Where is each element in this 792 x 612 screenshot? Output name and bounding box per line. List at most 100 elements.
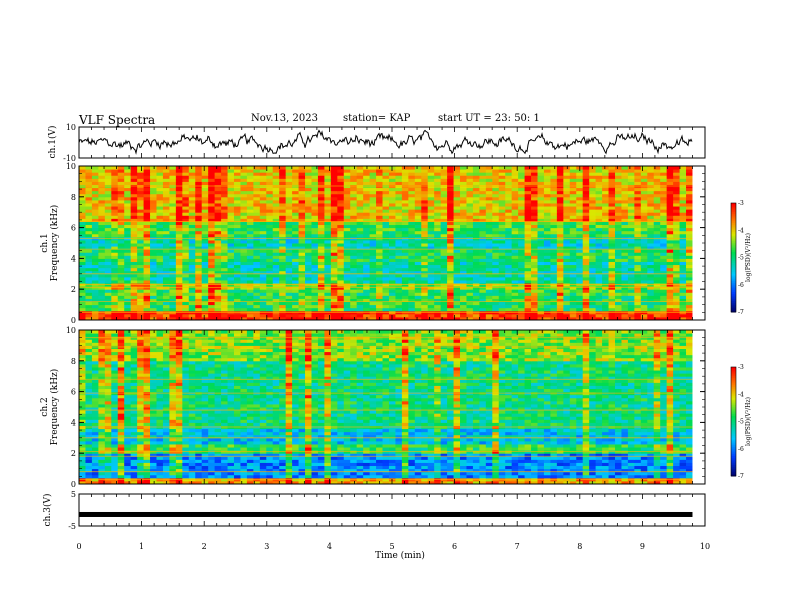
- spectrogram-cell: [279, 172, 287, 176]
- spectrogram-cell: [627, 212, 635, 216]
- spectrogram-cell: [169, 166, 177, 170]
- spectrogram-cell: [395, 264, 403, 269]
- spectrogram-cell: [408, 264, 416, 269]
- spectrogram-cell: [537, 304, 545, 309]
- spectrogram-cell: [130, 193, 138, 198]
- spectrogram-cell: [388, 267, 396, 272]
- spectrogram-cell: [382, 252, 390, 256]
- spectrogram-cell: [595, 224, 603, 229]
- spectrogram-cell: [143, 316, 151, 321]
- spectrogram-cell: [305, 270, 312, 275]
- spectrogram-cell: [175, 218, 183, 222]
- spectrogram-cell: [137, 246, 145, 250]
- spectrogram-cell: [627, 206, 635, 210]
- spectrogram-cell: [175, 202, 183, 207]
- spectrogram-cell: [130, 301, 138, 306]
- spectrogram-cell: [408, 178, 416, 182]
- spectrogram-cell: [608, 239, 616, 244]
- spectrogram-cell: [531, 292, 538, 296]
- spectrogram-cell: [195, 243, 203, 247]
- spectrogram-cell: [285, 264, 293, 269]
- spectrogram-cell: [388, 270, 396, 275]
- spectrogram-cell: [382, 221, 390, 226]
- spectrogram-cell: [156, 270, 164, 275]
- spectrogram-cell: [188, 239, 196, 244]
- spectrogram-cell: [150, 273, 157, 278]
- spectrogram-cell: [305, 221, 312, 226]
- spectrogram-cell: [401, 233, 409, 238]
- spectrogram-cell: [634, 178, 642, 182]
- spectrogram-cell: [143, 190, 151, 195]
- spectrogram-cell: [337, 279, 345, 284]
- spectrogram-cell: [221, 261, 229, 266]
- spectrogram-cell: [246, 224, 254, 229]
- spectrogram-cell: [666, 209, 674, 213]
- spectrogram-cell: [524, 172, 532, 176]
- spectrogram-cell: [156, 267, 164, 272]
- spectrogram-cell: [408, 187, 416, 192]
- spectrogram-cell: [388, 316, 396, 321]
- spectrogram-cell: [576, 267, 584, 272]
- spectrogram-cell: [130, 480, 138, 485]
- spectrogram-cell: [460, 249, 467, 253]
- spectrogram-cell: [137, 295, 145, 299]
- spectrogram-cell: [137, 178, 145, 182]
- spectrogram-cell: [143, 273, 151, 278]
- spectrogram-cell: [130, 202, 138, 207]
- spectrogram-cell: [614, 316, 622, 321]
- spectrogram-cell: [221, 181, 229, 185]
- spectrogram-cell: [195, 289, 203, 293]
- spectrogram-cell: [214, 221, 222, 226]
- spectrogram-cell: [563, 273, 571, 278]
- spectrogram-cell: [85, 267, 93, 272]
- spectrogram-cell: [188, 264, 196, 269]
- spectrogram-cell: [195, 230, 203, 235]
- spectrogram-cell: [91, 307, 99, 312]
- spectrogram-cell: [582, 230, 590, 235]
- spectrogram-cell: [460, 190, 467, 195]
- spectrogram-cell: [91, 252, 99, 256]
- spectrogram-cell: [621, 313, 629, 318]
- spectrogram-cell: [214, 209, 222, 213]
- spectrogram-cell: [440, 230, 448, 235]
- spectrogram-cell: [485, 181, 493, 185]
- spectrogram-cell: [414, 279, 422, 284]
- spectrogram-cell: [447, 218, 455, 222]
- spectrogram-cell: [666, 480, 674, 485]
- spectrogram-cell: [137, 230, 145, 235]
- spectrogram-cell: [117, 233, 125, 238]
- spectrogram-cell: [531, 252, 538, 256]
- spectrogram-cell: [614, 178, 622, 182]
- spectrogram-cell: [492, 264, 500, 269]
- spectrogram-cell: [343, 298, 351, 303]
- spectrogram-cell: [556, 212, 564, 216]
- spectrogram-cell: [156, 172, 164, 176]
- spectrogram-cell: [595, 218, 603, 222]
- spectrogram-cell: [640, 313, 648, 318]
- spectrogram-cell: [569, 267, 577, 272]
- spectrogram-cell: [563, 243, 571, 247]
- spectrogram-cell: [679, 224, 687, 229]
- spectrogram-cell: [479, 480, 487, 485]
- spectrogram-cell: [621, 175, 629, 179]
- spectrogram-cell: [305, 289, 312, 293]
- spectrogram-cell: [285, 474, 293, 479]
- spectrogram-cell: [124, 279, 132, 284]
- spectrogram-cell: [266, 199, 274, 204]
- spectrogram-cell: [627, 202, 635, 207]
- spectrogram-cell: [518, 304, 526, 309]
- spectrogram-cell: [162, 227, 170, 232]
- spectrogram-cell: [505, 196, 513, 201]
- spectrogram-cell: [550, 298, 558, 303]
- spectrogram-cell: [401, 202, 409, 207]
- spectrogram-cell: [150, 193, 157, 198]
- spectrogram-cell: [182, 261, 190, 266]
- spectrogram-cell: [111, 304, 119, 309]
- spectrogram-cell: [104, 233, 112, 238]
- spectrogram-cell: [208, 218, 216, 222]
- spectrogram-cell: [550, 224, 558, 229]
- spectrogram-cell: [350, 218, 358, 222]
- spectrogram-cell: [582, 273, 590, 278]
- spectrogram-cell: [240, 480, 248, 485]
- spectrogram-cell: [453, 255, 461, 259]
